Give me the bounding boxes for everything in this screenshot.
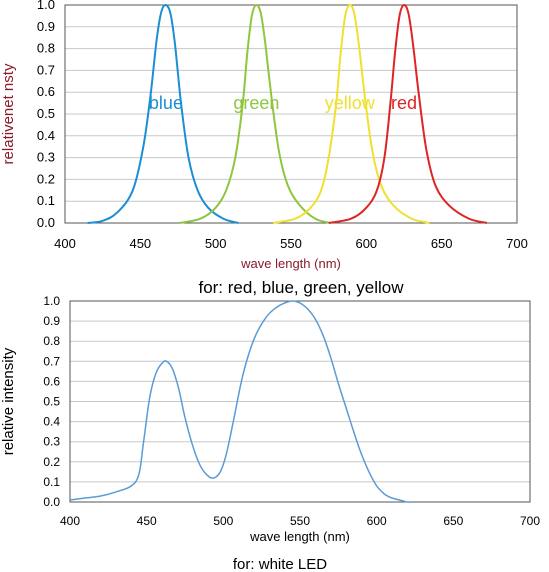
y-tick-label: 1.0 [43, 294, 60, 308]
y-tick-label: 0.1 [37, 193, 55, 208]
x-tick-label: 600 [367, 514, 387, 528]
y-tick-label: 0.3 [43, 435, 60, 449]
y-tick-label: 0.9 [43, 314, 60, 328]
y-tick-label: 0.8 [43, 334, 60, 348]
x-tick-label: 400 [60, 514, 80, 528]
y-tick-label: 0.5 [43, 395, 60, 409]
color-led-spectrum-chart: 0.0 0.1 0.2 0.3 0.4 0.5 0.6 0.7 0.8 0.9 1.0 400 450 5… [0, 0, 528, 297]
series-line-yellow [272, 3, 430, 224]
y-tick-label: 0.2 [37, 171, 55, 186]
x-tick-label: 650 [431, 236, 453, 251]
y-tick-label: 0.0 [43, 495, 60, 509]
series-line-blue [87, 3, 239, 224]
y-tick-label: 0.0 [37, 215, 55, 230]
x-axis-label: wave length (nm) [240, 256, 341, 271]
y-tick-label: 0.3 [37, 150, 55, 165]
plot-frame [69, 300, 531, 503]
y-tick-label: 0.7 [43, 354, 60, 368]
x-axis-label: wave length (nm) [249, 529, 350, 544]
y-tick-label: 0.1 [43, 475, 60, 489]
x-tick-label: 700 [506, 236, 528, 251]
chart-caption: for: red, blue, green, yellow [198, 278, 404, 297]
x-tick-label: 500 [205, 236, 227, 251]
y-axis-label: relativenet nsty [0, 63, 17, 164]
y-tick-label: 0.6 [43, 374, 60, 388]
series-line [69, 300, 412, 503]
x-tick-label: 550 [280, 236, 302, 251]
white-led-spectrum-chart: 0.0 0.1 0.2 0.3 0.4 0.5 0.6 0.7 0.8 0.9 1.0 400 450 5… [0, 294, 540, 572]
series-label-yellow: yellow [325, 93, 376, 113]
x-tick-label: 700 [520, 514, 540, 528]
x-tick-label: 550 [290, 514, 310, 528]
series-line-red [328, 3, 488, 224]
series-label-green: green [233, 93, 279, 113]
y-tick-label: 0.7 [37, 62, 55, 77]
y-axis-label: relative intensity [0, 347, 17, 455]
series-label-red: red [391, 93, 417, 113]
series-line-green [179, 3, 331, 224]
x-tick-label: 650 [443, 514, 463, 528]
x-tick-label: 450 [129, 236, 151, 251]
y-tick-label: 1.0 [37, 0, 55, 12]
x-tick-label: 450 [137, 514, 157, 528]
y-tick-label: 0.5 [37, 106, 55, 121]
y-tick-label: 0.9 [37, 19, 55, 34]
y-tick-label: 0.8 [37, 41, 55, 56]
series-label-blue: blue [149, 93, 183, 113]
x-tick-label: 500 [213, 514, 233, 528]
plot-frame [64, 4, 518, 224]
x-tick-label: 400 [54, 236, 76, 251]
y-tick-label: 0.2 [43, 455, 60, 469]
y-tick-label: 0.4 [43, 415, 60, 429]
chart-caption: for: white LED [233, 556, 327, 572]
y-tick-label: 0.6 [37, 84, 55, 99]
y-tick-label: 0.4 [37, 128, 55, 143]
x-tick-label: 600 [355, 236, 377, 251]
